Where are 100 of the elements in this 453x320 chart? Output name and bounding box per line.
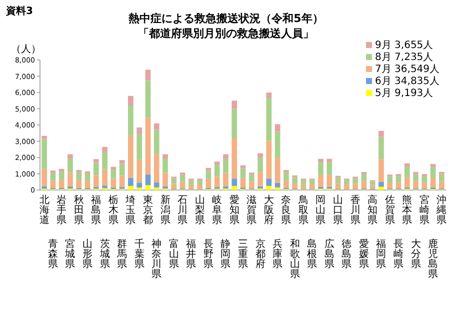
x-tick-label: 石川県 (178, 195, 188, 226)
bar (387, 176, 393, 183)
bar (162, 186, 168, 189)
bar (266, 186, 272, 190)
bar (206, 179, 212, 188)
x-tick-label: 岐阜県 (212, 194, 222, 226)
bar (110, 166, 116, 170)
x-tick-label: 新潟県 (160, 194, 170, 226)
bar (344, 180, 350, 184)
bar (76, 172, 82, 180)
bar (68, 172, 73, 186)
bar (68, 154, 73, 158)
bar (119, 160, 125, 164)
bar (240, 178, 246, 188)
x-tick-label: 福岡県 (376, 238, 386, 270)
x-tick-label: 富山県 (168, 238, 179, 270)
bar (430, 164, 436, 168)
bar (50, 172, 56, 181)
x-tick-label: 徳島県 (342, 239, 352, 270)
bar (93, 175, 99, 187)
bar (171, 184, 177, 189)
bar (180, 182, 186, 188)
bar (326, 158, 332, 162)
x-tick-label: 京都府 (255, 238, 266, 270)
x-tick-label: 高知県 (368, 194, 378, 226)
bar (232, 138, 238, 179)
y-axis-title: （人） (11, 44, 41, 55)
x-tick-label: 三重県 (238, 239, 248, 270)
bar (42, 136, 47, 139)
bar (326, 174, 332, 187)
x-tick-label: 茨城県 (98, 238, 110, 270)
bar (413, 181, 418, 188)
bar (439, 172, 444, 174)
bar (119, 176, 125, 188)
x-tick-label: 大阪府 (264, 194, 274, 226)
bar (188, 184, 194, 189)
x-tick-label: 鹿児島県 (428, 238, 438, 280)
bar (266, 98, 272, 141)
bar (128, 106, 134, 136)
bar (318, 174, 324, 187)
bar (84, 180, 90, 188)
bar (404, 163, 410, 166)
bar (240, 168, 246, 178)
bar (188, 180, 194, 184)
bar (145, 118, 151, 175)
bar (309, 180, 315, 184)
bar (128, 136, 134, 178)
bar (50, 180, 56, 188)
bar (42, 168, 47, 186)
bar (378, 130, 384, 137)
bar (223, 172, 228, 186)
legend-label: 8月 7,235人 (375, 52, 434, 63)
bar (422, 176, 428, 182)
bar (335, 178, 341, 184)
bar (300, 180, 306, 184)
bar (232, 178, 238, 186)
x-tick-label: 東京都 (142, 194, 153, 226)
x-tick-label: 北海道 (39, 194, 50, 226)
bar (232, 186, 238, 190)
bar (58, 180, 64, 188)
bar (378, 186, 384, 190)
bar (102, 186, 108, 188)
chart-title: 熱中症による救急搬送状況（令和5年） (128, 12, 324, 25)
bar (84, 173, 90, 181)
bar (352, 178, 358, 184)
x-tick-label: 千葉県 (134, 238, 144, 270)
bar (232, 100, 238, 109)
bar (422, 182, 428, 188)
bar (102, 169, 108, 186)
x-tick-label: 宮城県 (64, 238, 76, 270)
bar (136, 134, 142, 160)
bar (42, 138, 47, 169)
bar (110, 178, 116, 188)
bar (266, 178, 272, 186)
x-tick-label: 静岡県 (220, 238, 231, 270)
legend-label: 6月 34,835人 (375, 76, 440, 87)
bar (248, 174, 254, 182)
x-tick-label: 岩手県 (56, 194, 67, 226)
bar (68, 186, 73, 189)
bar (274, 131, 280, 158)
x-tick-label: 神奈川県 (152, 238, 162, 280)
bar (197, 180, 202, 184)
x-tick-label: 埼玉県 (124, 194, 136, 226)
bar (128, 186, 134, 190)
bar (318, 158, 324, 162)
bar (162, 158, 168, 173)
bar (404, 166, 410, 178)
bar (145, 70, 151, 80)
bar (258, 153, 263, 158)
bar (214, 164, 220, 176)
chart-subtitle: 「都道府県別月別の救急搬送人員」 (138, 27, 314, 40)
legend-label: 5月 9,193人 (375, 88, 434, 99)
bar (352, 184, 358, 189)
bar (154, 123, 160, 130)
bar (344, 184, 350, 189)
bar (378, 182, 384, 187)
bar (370, 185, 376, 190)
bar (274, 182, 280, 188)
bar (318, 162, 324, 175)
bar (292, 183, 298, 189)
